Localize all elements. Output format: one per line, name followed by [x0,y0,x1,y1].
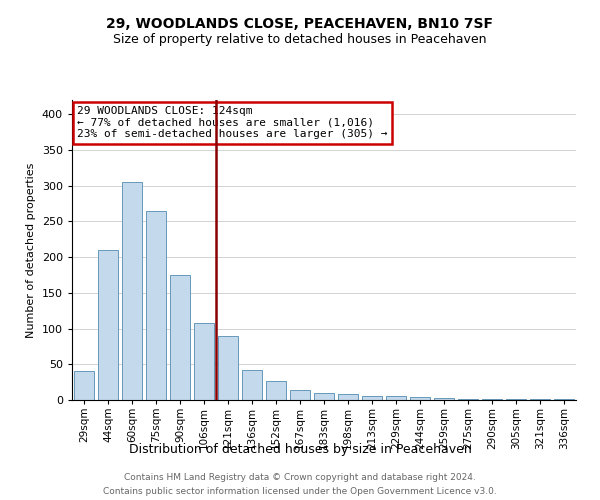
Bar [194,323,214,400]
Bar [242,370,262,400]
Bar [170,275,190,400]
Bar [218,336,238,400]
Y-axis label: Number of detached properties: Number of detached properties [26,162,36,338]
Bar [314,393,334,400]
Bar [410,397,430,400]
Bar [338,394,358,400]
Text: 29, WOODLANDS CLOSE, PEACEHAVEN, BN10 7SF: 29, WOODLANDS CLOSE, PEACEHAVEN, BN10 7S… [107,18,493,32]
Bar [290,390,310,400]
Bar [122,182,142,400]
Text: Contains HM Land Registry data © Crown copyright and database right 2024.: Contains HM Land Registry data © Crown c… [124,472,476,482]
Bar [386,396,406,400]
Bar [146,210,166,400]
Bar [98,250,118,400]
Bar [362,396,382,400]
Bar [458,398,478,400]
Text: Size of property relative to detached houses in Peacehaven: Size of property relative to detached ho… [113,32,487,46]
Bar [482,398,502,400]
Bar [434,398,454,400]
Text: Distribution of detached houses by size in Peacehaven: Distribution of detached houses by size … [128,442,472,456]
Text: Contains public sector information licensed under the Open Government Licence v3: Contains public sector information licen… [103,488,497,496]
Bar [266,380,286,400]
Text: 29 WOODLANDS CLOSE: 124sqm
← 77% of detached houses are smaller (1,016)
23% of s: 29 WOODLANDS CLOSE: 124sqm ← 77% of deta… [77,106,388,139]
Bar [74,372,94,400]
